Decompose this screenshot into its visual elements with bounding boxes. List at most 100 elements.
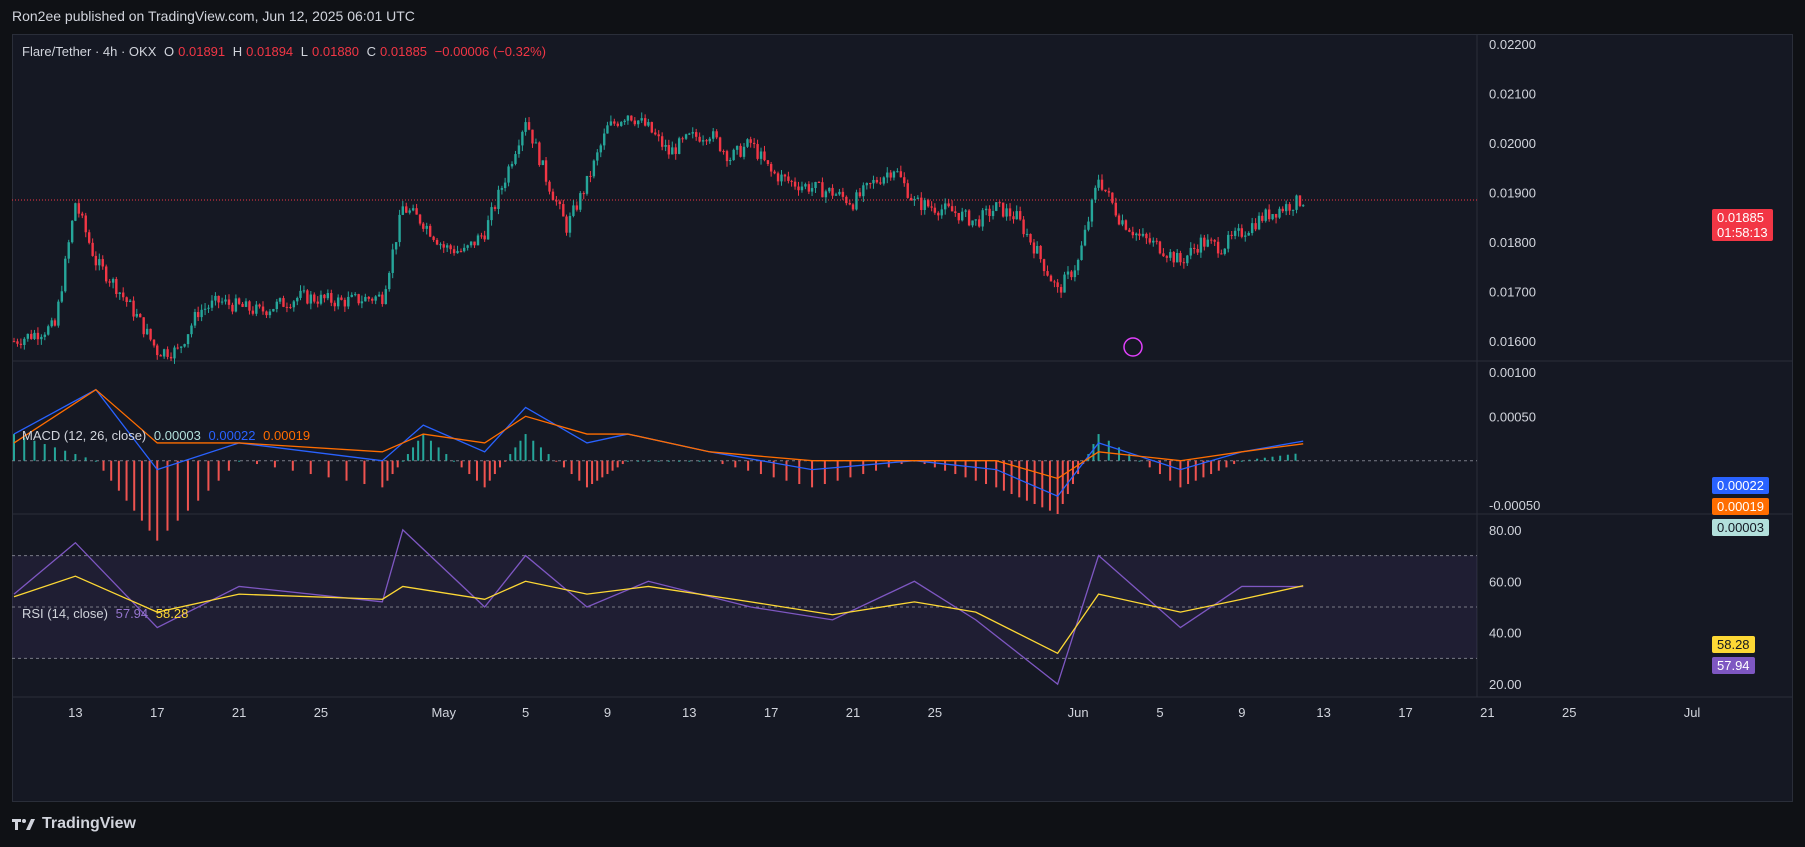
macd-histogram-bar (1107, 440, 1110, 461)
candle-body (388, 272, 391, 290)
candle-body (486, 220, 490, 240)
macd-hist-value: 0.00003 (153, 428, 201, 443)
candle-body (810, 188, 814, 192)
candle-body (476, 235, 480, 246)
macd-histogram-bar (1194, 460, 1197, 481)
candle-body (889, 172, 892, 178)
macd-histogram-bar (1286, 454, 1289, 461)
candle-body (517, 145, 521, 155)
candle-body (473, 241, 476, 246)
chart-canvas[interactable]: 0.02200 0.02100 0.02000 0.01900 0.01800 0.017… (12, 34, 1793, 802)
macd-histogram-bar (133, 460, 136, 511)
candle-body (831, 187, 834, 196)
candle-body (858, 192, 862, 197)
macd-histogram-bar (811, 460, 814, 488)
candle-body (1046, 271, 1049, 276)
candle-body (708, 138, 711, 142)
candle-body (630, 115, 633, 121)
macd-histogram-bar (509, 454, 512, 461)
candle-body (418, 214, 422, 224)
macd-histogram-bar (1233, 460, 1236, 465)
candle-body (899, 171, 903, 178)
candle-body (1076, 259, 1080, 271)
candle-body (1128, 229, 1131, 232)
macd-histogram-bar (94, 460, 97, 462)
candle-body (691, 132, 694, 134)
rsi-ma-value: 58.28 (155, 606, 189, 621)
candle-body (237, 298, 241, 304)
candle-body (862, 185, 865, 197)
candle-body (1005, 208, 1008, 217)
rsi-label[interactable]: RSI (14, close) (22, 606, 108, 621)
candle-body (1196, 248, 1199, 253)
footer-brand[interactable]: TradingView (42, 815, 136, 832)
macd-histogram-bar (708, 460, 711, 462)
candle-body (916, 197, 920, 199)
candle-body (374, 296, 377, 301)
macd-histogram-bar (84, 457, 87, 461)
candle-body (1172, 252, 1175, 263)
macd-histogram-bar (823, 460, 826, 485)
candle-body (166, 349, 169, 357)
candle-body (224, 299, 227, 302)
candle-body (1117, 215, 1121, 225)
candle-body (1186, 255, 1189, 264)
candle-body (640, 118, 643, 121)
candle-body (179, 346, 183, 348)
macd-legend: MACD (12, 26, close) 0.00003 0.00022 0.0… (22, 428, 314, 443)
macd-histogram-bar (197, 460, 200, 501)
candle-body (497, 189, 500, 209)
candle-body (1230, 234, 1233, 236)
macd-histogram-bar (611, 460, 614, 471)
candle-body (855, 192, 858, 210)
macd-histogram-bar (401, 460, 404, 462)
candle-body (411, 208, 415, 211)
macd-histogram-bar (596, 460, 599, 481)
candle-body (251, 310, 255, 314)
candle-body (1087, 221, 1090, 230)
candle-body (544, 160, 548, 182)
macd-label[interactable]: MACD (12, 26, close) (22, 428, 147, 443)
candle-body (176, 347, 179, 349)
candle-body (282, 298, 285, 307)
candle-body (125, 297, 128, 303)
macd-histogram-bar (944, 460, 947, 471)
candle-body (1063, 274, 1066, 293)
candle-body (162, 349, 166, 357)
x-axis-label: 5 (1156, 705, 1163, 720)
candle-body (507, 166, 510, 183)
candle-body (677, 138, 681, 154)
symbol-label[interactable]: Flare/Tether · 4h · OKX (22, 44, 157, 59)
x-axis-label: 21 (232, 705, 246, 720)
candle-body (732, 149, 735, 160)
candle-body (1094, 187, 1097, 200)
x-axis-label: 9 (1238, 705, 1245, 720)
candle-body (1176, 253, 1179, 263)
candle-body (940, 209, 943, 216)
candle-body (933, 207, 937, 213)
candle-body (1035, 245, 1039, 254)
candle-body (527, 122, 531, 130)
candle-body (149, 328, 152, 340)
rsi-ma-line (13, 575, 1304, 655)
candle-body (77, 203, 81, 214)
macd-histogram-bar (1071, 460, 1074, 485)
macd-histogram-bar (381, 460, 384, 488)
candle-body (74, 203, 77, 221)
price-tick-label: 0.01900 (1489, 186, 1536, 201)
candle-body (616, 123, 619, 126)
macd-histogram-bar (125, 460, 128, 501)
candle-body (173, 347, 176, 359)
macd-histogram-bar (578, 460, 581, 481)
macd-histogram-bar (591, 460, 594, 485)
candle-body (309, 294, 313, 304)
macd-histogram-bar (460, 460, 463, 468)
candle-body (364, 296, 367, 302)
candle-body (244, 301, 248, 307)
macd-histogram-bar (601, 460, 604, 478)
candle-body (538, 142, 541, 166)
candle-body (1070, 271, 1073, 278)
candle-body (869, 183, 872, 185)
candle-body (23, 338, 26, 345)
candle-body (1141, 233, 1145, 236)
